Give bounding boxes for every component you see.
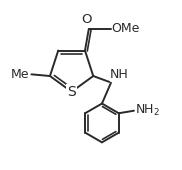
Text: O: O (81, 13, 92, 27)
Text: S: S (67, 85, 76, 99)
Text: Me: Me (11, 68, 30, 81)
Text: NH$_2$: NH$_2$ (135, 103, 160, 118)
Text: OMe: OMe (112, 22, 140, 36)
Text: NH: NH (110, 68, 129, 81)
